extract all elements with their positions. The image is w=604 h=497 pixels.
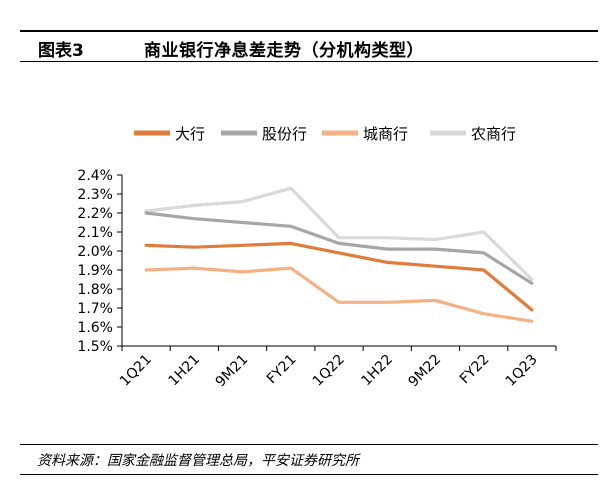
y-axis: 2.4% 2.3% 2.2% 2.1% 2.0% 1.9% 1.8% 1.7% 1.6% 1.5%	[77, 168, 123, 355]
series-line-1	[144, 211, 534, 285]
series-line-2	[144, 266, 534, 323]
y-tick-label: 2.3%	[77, 187, 113, 203]
y-tick-label: 1.9%	[77, 263, 113, 279]
y-tick-label: 2.0%	[77, 244, 113, 260]
legend-label-2: 城商行	[363, 125, 408, 143]
legend-label-0: 大行	[175, 125, 205, 143]
y-tick-label: 2.2%	[77, 206, 113, 222]
figure-header: 图表3 商业银行净息差走势（分机构类型）	[20, 30, 598, 62]
x-tick-label: 1H21	[166, 352, 204, 390]
source-note: 资料来源：国家金融监督管理总局，平安证券研究所	[37, 453, 359, 469]
chart-title: 商业银行净息差走势（分机构类型）	[144, 41, 424, 61]
header-bottom-rule	[20, 61, 598, 62]
figure-label: 图表3	[38, 41, 84, 61]
x-axis: 1Q21 1H21 9M21 FY21 1Q22 1H22 9M22 FY22 1Q23	[117, 345, 557, 391]
x-tick-label: 9M21	[213, 352, 252, 391]
y-tick-label: 1.8%	[77, 282, 113, 298]
x-tick-label: 1H22	[358, 352, 396, 390]
legend: 大行 股份行 城商行 农商行	[134, 125, 516, 143]
x-tick-label: 1Q21	[117, 352, 155, 390]
legend-label-1: 股份行	[262, 125, 307, 143]
y-tick-label: 1.7%	[77, 301, 113, 317]
x-tick-label: FY22	[457, 352, 493, 388]
y-tick-label: 1.6%	[77, 320, 113, 336]
y-tick-label: 2.4%	[77, 168, 113, 184]
header-top-rule	[20, 30, 598, 32]
series-line-3	[144, 186, 534, 282]
y-tick-label: 2.1%	[77, 225, 113, 241]
y-tick-label: 1.5%	[77, 339, 113, 355]
x-tick-label: 1Q23	[503, 352, 541, 390]
footer-bottom-rule	[20, 474, 598, 475]
x-tick-label: 1Q22	[310, 352, 348, 390]
legend-label-3: 农商行	[471, 125, 516, 143]
series-line-0	[144, 241, 534, 312]
series-lines	[144, 186, 534, 323]
line-chart: 大行 股份行 城商行 农商行 2.4% 2.3% 2.2% 2.1% 2.0% 1.9% 1.8%…	[77, 125, 557, 391]
x-tick-label: FY21	[264, 352, 300, 388]
x-tick-label: 9M22	[406, 352, 445, 391]
footer-top-rule	[20, 444, 598, 445]
